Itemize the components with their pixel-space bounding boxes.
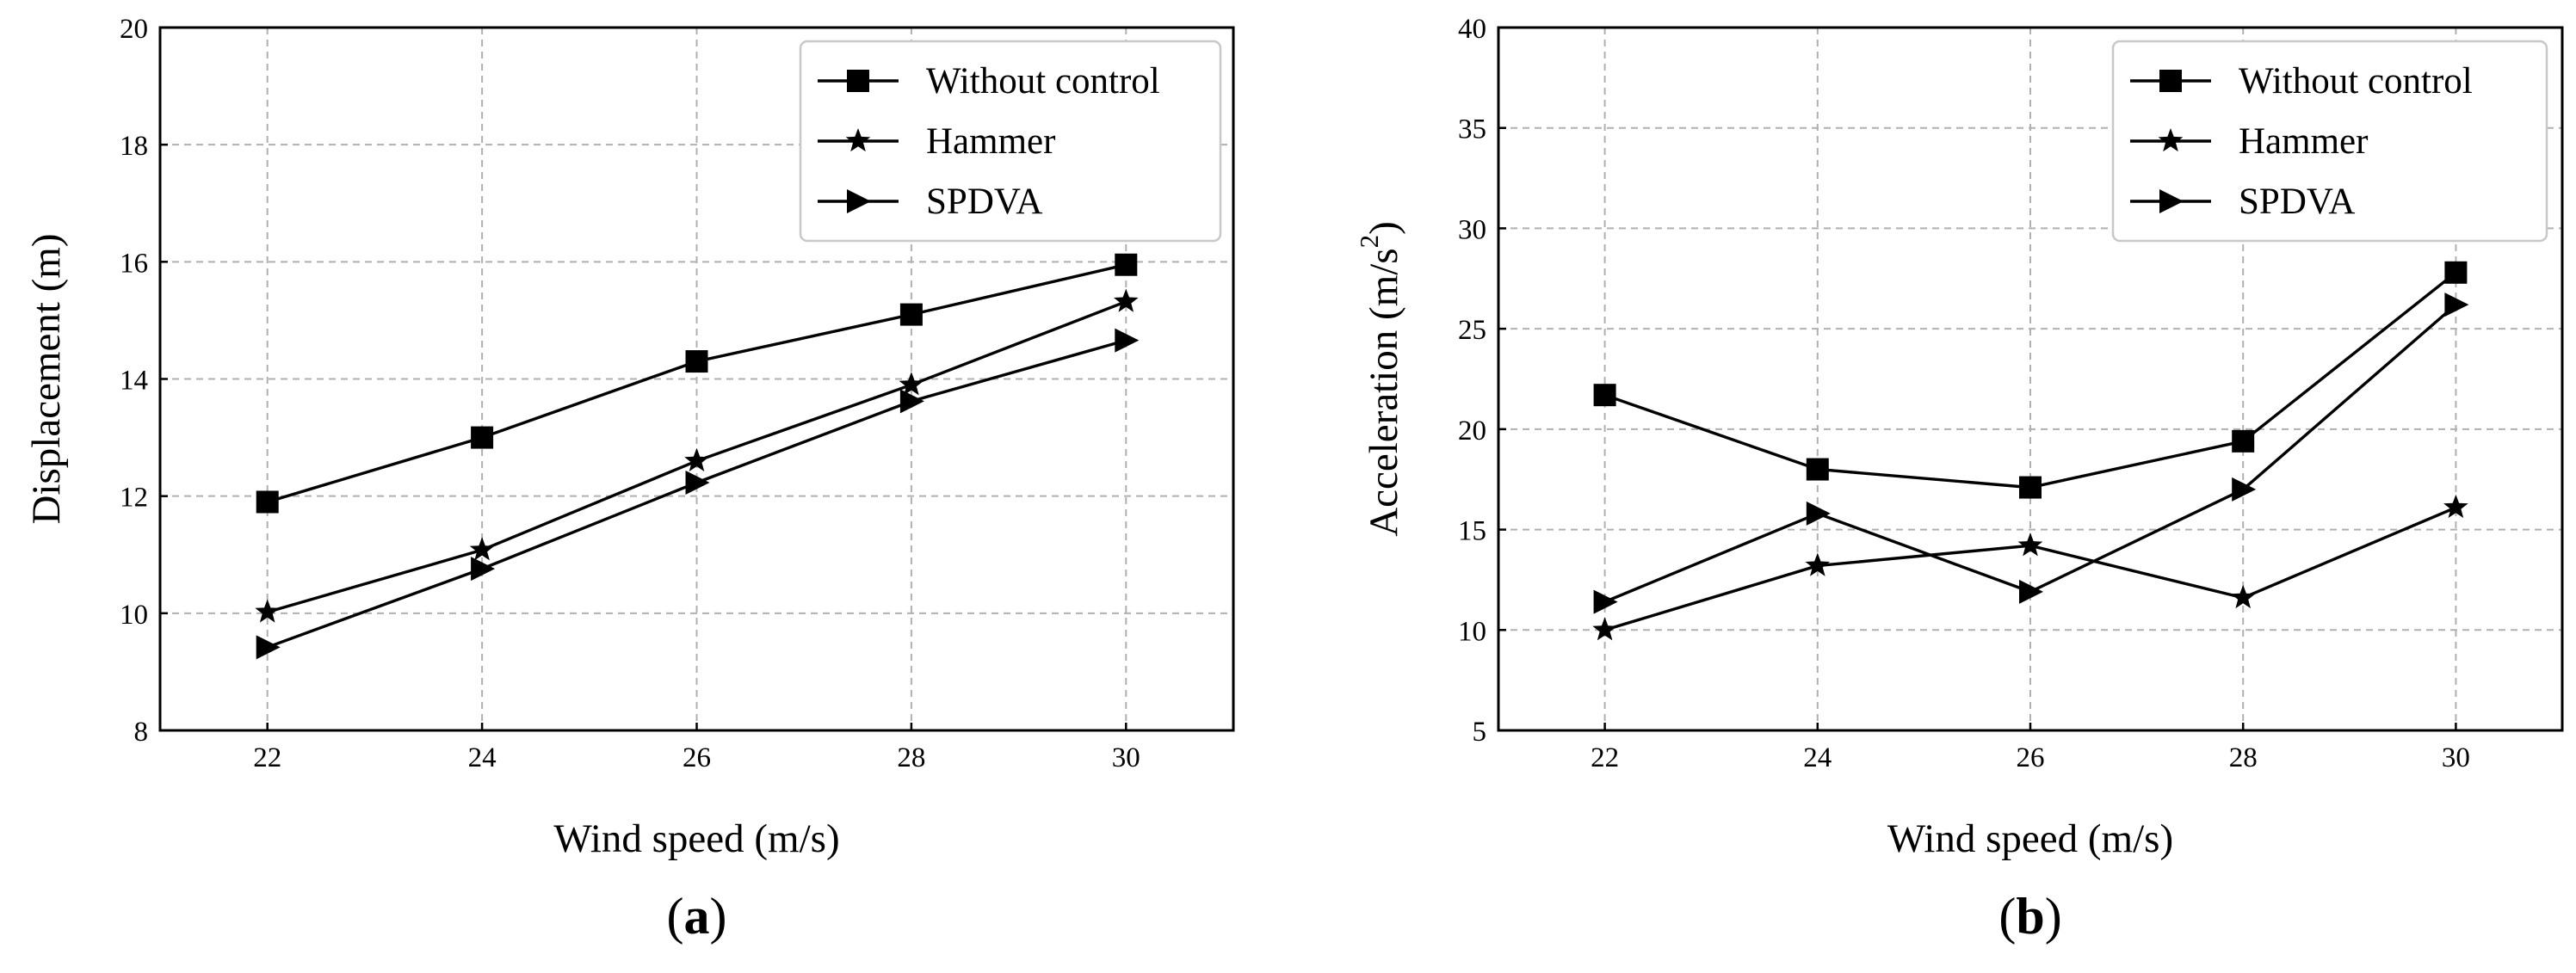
y-tick-label: 30 [1458,214,1486,245]
x-axis-label: Wind speed (m/s) [553,816,839,861]
x-tick-label: 26 [2017,742,2045,773]
legend-marker-hammer [845,128,871,152]
y-tick-label: 12 [120,483,148,514]
y-tick-label: 8 [134,717,149,748]
x-axis-label: Wind speed (m/s) [1887,816,2173,861]
data-point-without-control [1115,253,1138,276]
data-point-hammer [1805,552,1831,576]
series-spdva [256,328,1140,660]
data-point-without-control [685,350,708,373]
data-point-spdva [685,471,710,496]
x-tick-label: 30 [2442,742,2470,773]
panel-label-letter: a [684,888,710,945]
y-tick-label: 25 [1458,315,1486,346]
legend-label-spdva: SPDVA [2239,182,2355,222]
x-tick-label: 26 [683,742,711,773]
panel-label-open-paren: ( [667,888,684,945]
panel-b-acceleration-chart: 22 24 26 28 30 5 10 15 20 25 30 35 40 Wind speed (m/s… [1354,14,2564,945]
data-point-hammer [899,372,924,396]
y-tick-label: 5 [1473,717,1487,748]
data-point-without-control [1593,384,1616,407]
legend-marker-without-control [847,70,869,92]
y-axis-label: Displacement (m) [24,233,69,524]
legend-marker-spdva [2159,189,2184,213]
y-tick-label: 40 [1458,14,1486,45]
data-point-spdva [471,557,496,582]
x-tick-label: 28 [2229,742,2258,773]
data-point-hammer [469,537,495,561]
series-without-control [256,253,1138,514]
data-point-without-control [256,490,279,514]
data-point-hammer [2017,533,2043,557]
y-tick-label: 35 [1458,114,1486,145]
data-point-spdva [2019,579,2043,604]
data-point-without-control [899,303,923,326]
x-tick-label: 22 [253,742,281,773]
data-point-without-control [2444,261,2468,284]
data-point-without-control [2232,429,2255,453]
y-tick-label: 14 [120,366,148,397]
legend-label-spdva: SPDVA [926,182,1042,222]
y-tick-label: 20 [120,14,148,45]
data-point-without-control [2019,476,2042,499]
legend-marker-hammer [2158,128,2184,152]
y-tick-label: 18 [120,131,148,162]
data-point-spdva [1806,501,1831,526]
x-tick-label: 24 [1803,742,1832,773]
data-point-hammer [255,599,280,623]
data-point-without-control [1806,458,1829,481]
y-axis-label: Acceleration (m/s2) [1354,221,1406,537]
data-point-hammer [1592,617,1617,641]
legend-marker-without-control [2159,70,2182,92]
panel-label-open-paren: ( [1998,888,2016,945]
panel-label-close-paren: ) [2045,888,2062,945]
x-tick-label: 24 [468,742,497,773]
data-point-without-control [471,426,494,449]
panel-label-close-paren: ) [710,888,727,945]
y-axis-label-superscript: 2 [1354,235,1384,249]
series-line-spdva [267,338,1127,649]
y-axis-label-base: Acceleration (m/s [1362,248,1406,536]
series-hammer [1592,494,2468,641]
panel-label: (a) [667,888,727,945]
series-hammer [255,288,1139,623]
data-point-spdva [2232,477,2257,502]
legend-label-hammer: Hammer [2239,121,2368,162]
panel-label-letter: b [2016,888,2044,945]
y-tick-label: 16 [120,248,148,279]
data-point-hammer [1114,288,1139,312]
legend-box [2111,40,2548,243]
legend-marker-spdva [847,189,871,213]
x-tick-label: 22 [1591,742,1619,773]
legend-box [799,40,1222,243]
y-axis-label-close: ) [1362,221,1406,235]
data-point-spdva [2444,293,2469,317]
data-point-hammer [2230,584,2256,609]
legend-label-without-control: Without control [2239,61,2473,102]
legend-label-without-control: Without control [926,61,1160,102]
y-tick-label: 10 [1458,616,1486,647]
panel-label: (b) [1998,888,2061,945]
data-point-spdva [256,635,281,660]
data-point-spdva [899,389,924,414]
data-point-hammer [684,447,709,471]
y-tick-label: 15 [1458,516,1486,547]
x-tick-label: 30 [1112,742,1140,773]
data-point-spdva [1115,328,1140,353]
data-point-spdva [1593,589,1618,614]
y-tick-label: 20 [1458,416,1486,446]
y-tick-label: 10 [120,600,148,631]
x-tick-label: 28 [897,742,925,773]
series-spdva [1593,293,2469,614]
legend: Without control Hammer SPDVA [2111,40,2548,243]
legend-label-hammer: Hammer [926,121,1055,162]
data-point-hammer [2443,494,2468,518]
legend: Without control Hammer SPDVA [799,40,1222,243]
panel-a-displacement-chart: 22 24 26 28 30 8 10 12 14 16 18 20 Wind speed (m/s) D… [24,14,1235,945]
series-without-control [1593,261,2468,499]
